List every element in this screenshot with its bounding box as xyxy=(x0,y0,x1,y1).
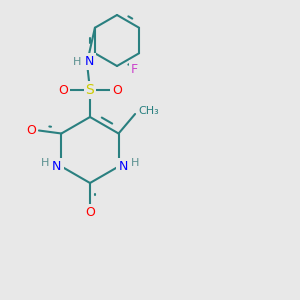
Text: O: O xyxy=(26,124,36,137)
Text: H: H xyxy=(41,158,49,169)
Text: O: O xyxy=(58,83,68,97)
Text: N: N xyxy=(85,55,94,68)
Text: H: H xyxy=(73,56,82,67)
Text: S: S xyxy=(85,83,94,97)
Text: H: H xyxy=(131,158,139,169)
Text: O: O xyxy=(112,83,122,97)
Text: N: N xyxy=(118,160,128,173)
Text: O: O xyxy=(85,206,95,220)
Text: N: N xyxy=(52,160,62,173)
Text: CH₃: CH₃ xyxy=(138,106,159,116)
Text: F: F xyxy=(131,62,138,76)
